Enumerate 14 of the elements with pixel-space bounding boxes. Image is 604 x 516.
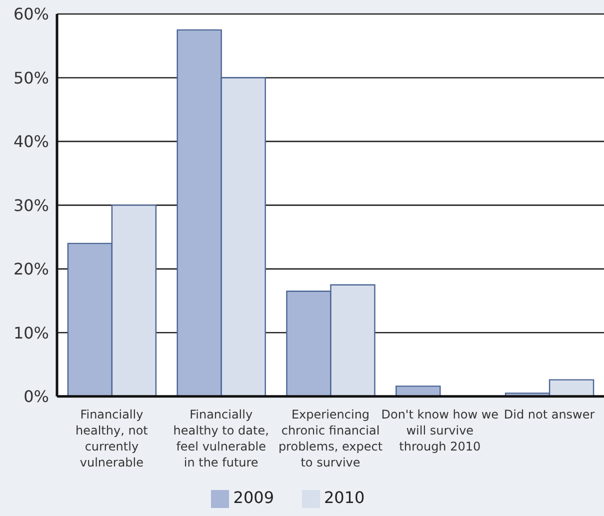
y-tick-label: 30% <box>13 196 49 215</box>
x-tick-label: Experiencing chronic financial problems, expect to survive <box>278 407 383 470</box>
x-tick-label: Don't know how we will survive through 2010 <box>381 407 499 454</box>
legend-label: 2010 <box>324 488 365 508</box>
y-tick-label: 10% <box>13 323 49 342</box>
y-tick-label: 0% <box>24 387 49 406</box>
x-tick-label: Financially healthy to date, feel vulnerable in the future <box>173 407 269 470</box>
x-tick-label: Financially healthy, not currently vulnerable <box>76 407 148 470</box>
y-tick-label: 20% <box>13 260 49 279</box>
y-tick-label: 50% <box>13 68 49 88</box>
y-tick-label: 60% <box>13 4 49 24</box>
x-tick-label: Did not answer <box>504 407 595 422</box>
y-tick-label: 40% <box>13 132 49 152</box>
legend-label: 2009 <box>233 488 274 508</box>
